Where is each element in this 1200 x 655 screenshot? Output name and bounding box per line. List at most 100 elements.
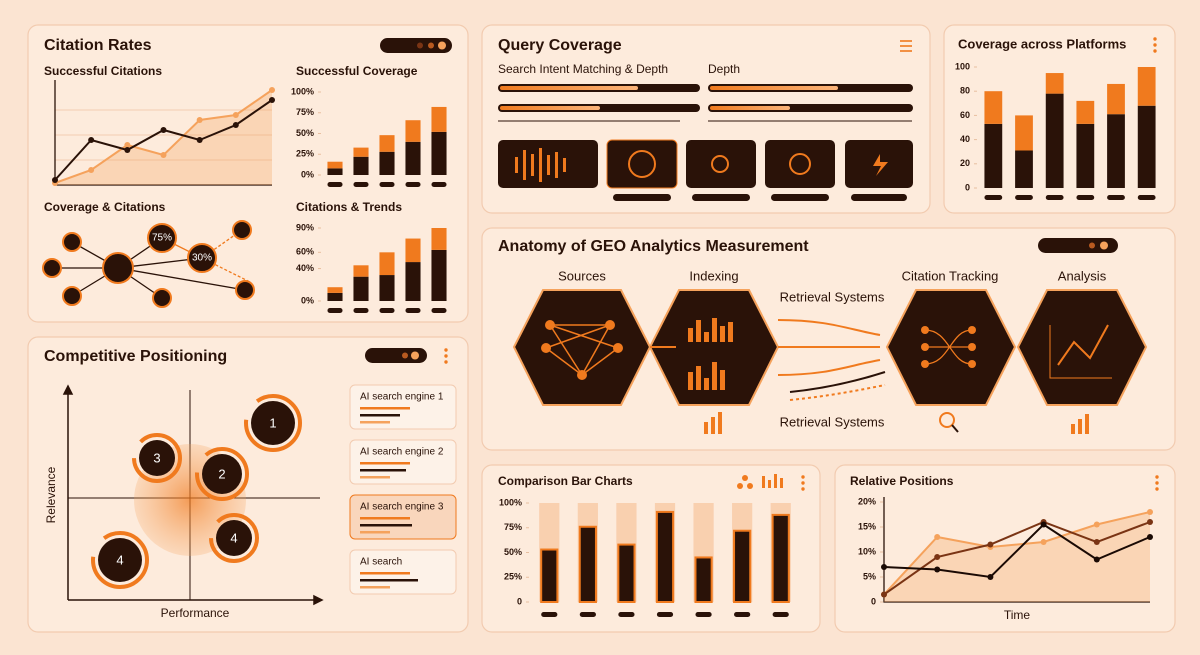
chart-title: Coverage across Platforms: [958, 36, 1126, 51]
dot: [417, 42, 423, 49]
panel: [834, 464, 1176, 633]
bar-segment: [405, 262, 421, 301]
legend-label: AI search engine 2: [360, 447, 444, 458]
search-pill[interactable]: [1038, 238, 1118, 253]
node-label: 75%: [152, 233, 172, 244]
tiles[interactable]: [498, 139, 913, 201]
legend-line: [360, 517, 410, 520]
bubble: [98, 538, 142, 582]
area: [884, 512, 1150, 602]
bar: [578, 525, 597, 604]
dot: [402, 352, 408, 359]
menu-dots[interactable]: [1153, 37, 1157, 53]
line: [883, 523, 1151, 579]
bar-segment: [431, 249, 447, 301]
bar-segment: [405, 141, 421, 175]
point: [881, 591, 887, 598]
menu-icon[interactable]: [900, 40, 912, 52]
stage-label: Sources: [558, 268, 606, 283]
panel-title: Citation Rates: [44, 37, 152, 54]
point: [88, 137, 95, 143]
dot: [428, 42, 434, 49]
menu-dots[interactable]: [444, 348, 448, 364]
bubble-label: 4: [230, 530, 237, 545]
chart-title: Comparison Bar Charts: [498, 474, 633, 488]
y-tick-label: 40%: [296, 263, 314, 273]
legend-line: [360, 476, 390, 479]
y-tick-label: 0%: [301, 295, 314, 305]
x-pill: [327, 308, 343, 313]
point: [1147, 519, 1153, 525]
bar-segment: [431, 106, 447, 132]
panel: [481, 227, 1176, 451]
x-pill: [734, 612, 751, 617]
point: [196, 137, 203, 143]
legend-label: AI search engine 1: [360, 392, 444, 403]
search-pill[interactable]: [380, 38, 452, 53]
bubble: [251, 401, 295, 445]
menu-dots[interactable]: [801, 475, 1159, 491]
bar-segment: [327, 292, 343, 301]
bar-segment: [1076, 100, 1095, 124]
stage-label: Retrieval Systems: [780, 289, 885, 304]
panel: [27, 24, 469, 323]
y-tick-label: 100%: [499, 497, 522, 507]
point: [232, 122, 239, 128]
stage-label: Analysis: [1058, 268, 1107, 283]
label: Search Intent Matching & Depth: [498, 62, 668, 76]
bubble-ring: [209, 513, 259, 563]
point: [269, 97, 275, 103]
x-pill: [379, 182, 395, 187]
y-tick-label: 50%: [296, 128, 314, 138]
bar-segment: [1015, 115, 1033, 151]
toolbar-icons[interactable]: [737, 474, 783, 489]
point: [1147, 509, 1153, 515]
bar: [655, 510, 675, 603]
bubble-label: 1: [269, 415, 276, 430]
axis-label: Performance: [161, 606, 230, 620]
search-pill[interactable]: [365, 348, 427, 363]
bar-segment: [1137, 105, 1156, 188]
bar-segment: [379, 151, 395, 175]
x-pill: [1015, 195, 1033, 200]
point: [1040, 539, 1047, 545]
bar-segment: [379, 135, 395, 152]
point: [1093, 556, 1100, 563]
point: [160, 152, 167, 158]
panel: [481, 464, 821, 633]
y-tick-label: 10%: [858, 546, 876, 556]
legend-line: [360, 407, 410, 410]
x-pill: [984, 195, 1003, 200]
line: [883, 511, 1151, 596]
bar: [771, 513, 790, 604]
x-pill: [379, 308, 395, 313]
axis-label: Time: [1004, 608, 1031, 622]
bubble: [202, 454, 242, 494]
x-pill: [405, 308, 421, 313]
bar-segment: [327, 161, 343, 169]
x-pill: [1137, 195, 1156, 200]
bar-segment: [405, 120, 421, 142]
bar-segment: [379, 252, 395, 276]
label: Depth: [708, 62, 740, 76]
x-pill: [541, 612, 558, 617]
y-tick-label: 80: [960, 86, 970, 96]
bar-segment: [353, 265, 369, 277]
y-tick-label: 40: [960, 134, 970, 144]
point: [124, 142, 131, 148]
point: [881, 564, 887, 570]
panel-title: Query Coverage: [498, 37, 622, 54]
bubble: [216, 520, 252, 556]
y-tick-label: 20%: [858, 496, 876, 506]
legend-label: AI search engine 3: [360, 502, 444, 513]
bubble-label: 3: [153, 450, 160, 465]
bar-segment: [1076, 123, 1095, 188]
charts: Successful Citations Successful Coverage 1…: [44, 36, 1156, 622]
x-pill: [431, 182, 447, 187]
y-tick-label: 100: [955, 61, 970, 71]
bar-segment: [353, 276, 369, 301]
stage-label: Indexing: [689, 268, 738, 283]
progress-bars: [498, 84, 913, 122]
legend-label: AI search: [360, 557, 402, 568]
point: [196, 117, 203, 123]
